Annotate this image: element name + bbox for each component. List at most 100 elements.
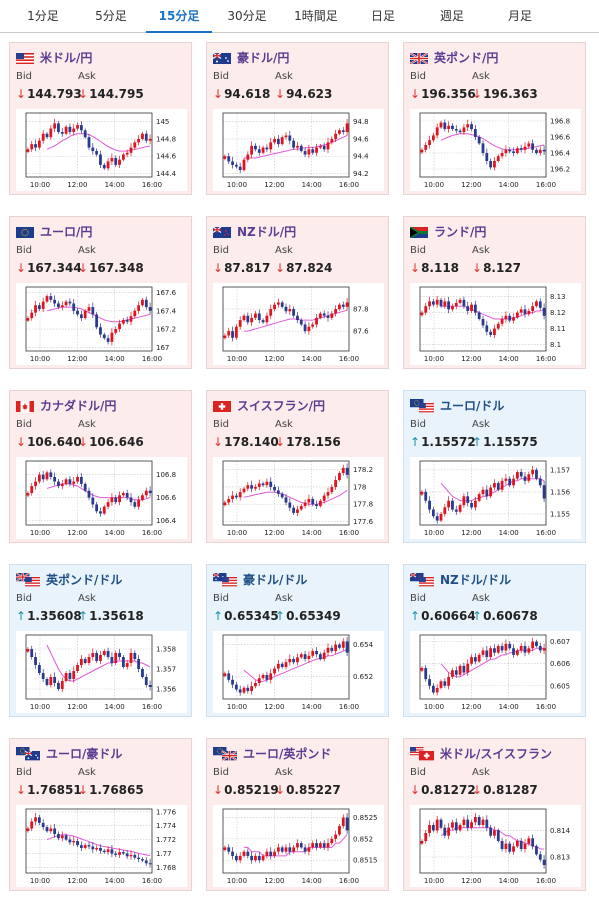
price-chart[interactable]: 10:00 12:00 14:00 16:00 0.814 0.813	[410, 805, 581, 887]
candle-up	[531, 641, 535, 649]
arrow-down-icon: ↓	[16, 87, 27, 101]
candle-down	[322, 843, 326, 848]
pair-name: カナダドル/円	[40, 398, 117, 413]
price-chart[interactable]: 10:00 12:00 14:00 16:00 178.2 178 177.8 177.6	[213, 457, 384, 539]
pair-link[interactable]: ユーロ/豪ドル	[16, 745, 122, 761]
price-chart[interactable]: 10:00 12:00 14:00 16:00 106.8 106.6 106.4	[16, 457, 187, 539]
candle-down	[250, 855, 254, 861]
ask-label: Ask	[78, 419, 96, 430]
price-chart[interactable]: 10:00 12:00 14:00 16:00 1.157 1.156 1.155	[410, 457, 581, 539]
ask-label: Ask	[275, 419, 293, 430]
pair-link[interactable]: NZドル/ドル	[410, 571, 511, 587]
tab-monthly[interactable]: 月足	[507, 9, 532, 23]
pair-link[interactable]: NZドル/円	[213, 223, 296, 239]
pair-link[interactable]: ランド/円	[410, 223, 486, 239]
tab-1min[interactable]: 1分足	[27, 9, 59, 23]
tab-30min[interactable]: 30分足	[227, 9, 267, 23]
bid-label: Bid	[410, 245, 426, 256]
tab-1hour[interactable]: 1時間足	[294, 9, 338, 23]
price-chart[interactable]: 10:00 12:00 14:00 16:00 145 144.8 144.6 144.4	[16, 109, 187, 191]
candle-up	[428, 301, 431, 307]
candle-down	[95, 504, 99, 512]
x-tick-label: 16:00	[536, 355, 556, 363]
candle-up	[458, 665, 462, 675]
candle-up	[341, 641, 345, 648]
ch-flag-icon	[213, 396, 237, 415]
ask-value: ↓144.795	[78, 87, 144, 101]
x-tick-label: 12:00	[461, 181, 481, 189]
x-tick-label: 14:00	[105, 355, 125, 363]
x-tick-label: 16:00	[339, 355, 359, 363]
pair-link[interactable]: 英ポンド/円	[410, 49, 498, 65]
price-chart[interactable]: 10:00 12:00 14:00 16:00 167.6 167.4 167.2 167	[16, 283, 187, 365]
y-tick-label: 8.1	[550, 341, 561, 349]
candle-down	[87, 490, 91, 498]
price-chart[interactable]: 10:00 12:00 14:00 16:00 8.13 8.12 8.11 8.1	[410, 283, 581, 365]
candle-down	[489, 331, 493, 335]
ask-value: ↓167.348	[78, 261, 144, 275]
price-chart[interactable]: 10:00 12:00 14:00 16:00 196.8 196.6 196.4 196.2	[410, 109, 581, 191]
candle-down	[79, 845, 83, 848]
pair-link[interactable]: ユーロ/英ポンド	[213, 745, 331, 761]
price-chart[interactable]: 10:00 12:00 14:00 16:00 0.607 0.606 0.605	[410, 631, 581, 713]
moving-average-line	[440, 827, 545, 850]
ask-value: ↓0.81287	[472, 783, 538, 797]
price-chart[interactable]: 10:00 12:00 14:00 16:00 0.8525 0.852 0.8515	[213, 805, 384, 887]
candle-up	[261, 855, 265, 861]
pair-link[interactable]: カナダドル/円	[16, 397, 116, 413]
candle-up	[118, 852, 121, 855]
price-chart[interactable]: 10:00 12:00 14:00 16:00 1.358 1.357 1.356	[16, 631, 187, 713]
price-chart[interactable]: 10:00 12:00 14:00 16:00 87.8 87.6	[213, 283, 384, 365]
moving-average-line	[46, 644, 151, 682]
x-tick-label: 16:00	[339, 181, 359, 189]
candle-up	[451, 670, 454, 677]
pair-name: ユーロ/ドル	[440, 398, 505, 413]
rate-panel: ユーロ/ドル Bid Ask ↑1.15572 ↑1.15575 10:00 12:00 14…	[403, 390, 586, 543]
candlestick-chart: 10:00 12:00 14:00 16:00 0.8525 0.852 0.8515	[213, 805, 384, 887]
price-chart[interactable]: 10:00 12:00 14:00 16:00 1.776 1.774 1.772 1.77 1…	[16, 805, 187, 887]
candle-up	[284, 135, 288, 138]
candle-up	[447, 500, 451, 508]
plot-frame	[222, 460, 350, 526]
price-chart[interactable]: 10:00 12:00 14:00 16:00 94.8 94.6 94.4 94.2	[213, 109, 384, 191]
moving-average-line	[441, 305, 545, 320]
candle-down	[276, 490, 280, 494]
pair-link[interactable]: 英ポンド/ドル	[16, 571, 122, 587]
x-tick-label: 14:00	[499, 877, 519, 885]
bid-value: ↓178.140	[213, 435, 279, 449]
candle-down	[121, 657, 125, 667]
candle-down	[231, 161, 234, 165]
pair-link[interactable]: 豪ドル/ドル	[213, 571, 307, 587]
candle-down	[535, 469, 538, 479]
plot-frame	[25, 112, 153, 178]
candle-down	[83, 483, 87, 491]
tab-weekly[interactable]: 週足	[439, 9, 464, 23]
bid-label: Bid	[16, 419, 32, 430]
candle-up	[338, 826, 341, 835]
pair-link[interactable]: スイスフラン/円	[213, 397, 325, 413]
tab-5min[interactable]: 5分足	[95, 9, 127, 23]
candle-up	[531, 469, 535, 475]
arrow-down-icon: ↓	[275, 435, 286, 449]
pair-link[interactable]: ユーロ/ドル	[410, 397, 504, 413]
pair-link[interactable]: ユーロ/円	[16, 223, 92, 239]
arrow-down-icon: ↓	[213, 261, 224, 275]
pair-link[interactable]: 米ドル/スイスフラン	[410, 745, 552, 761]
arrow-down-icon: ↓	[472, 261, 483, 275]
arrow-down-icon: ↓	[472, 87, 483, 101]
x-tick-label: 16:00	[536, 877, 556, 885]
price-chart[interactable]: 10:00 12:00 14:00 16:00 0.654 0.652	[213, 631, 384, 713]
candle-up	[515, 650, 519, 655]
tab-15min[interactable]: 15分足	[146, 0, 212, 33]
candle-up	[26, 149, 30, 152]
moving-average-line	[243, 489, 348, 505]
x-tick-label: 14:00	[105, 703, 125, 711]
bid-label: Bid	[410, 71, 426, 82]
pair-link[interactable]: 豪ドル/円	[213, 49, 289, 65]
candle-down	[435, 516, 439, 521]
plot-frame	[419, 460, 547, 526]
tab-daily[interactable]: 日足	[370, 9, 395, 23]
plot-frame	[419, 112, 547, 178]
candle-down	[280, 493, 284, 498]
pair-link[interactable]: 米ドル/円	[16, 49, 92, 65]
